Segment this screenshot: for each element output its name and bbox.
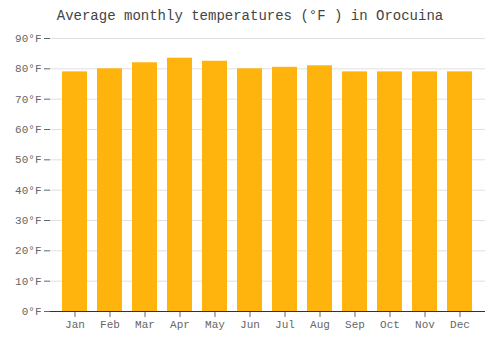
svg-text:10°F: 10°F [15,276,41,288]
svg-text:Oct: Oct [380,319,400,331]
svg-text:Sep: Sep [345,319,365,331]
svg-text:20°F: 20°F [15,245,41,257]
svg-text:Nov: Nov [415,319,435,331]
svg-text:90°F: 90°F [15,33,41,45]
svg-text:Dec: Dec [450,319,470,331]
svg-text:0°F: 0°F [22,306,42,318]
svg-text:Jun: Jun [240,319,260,331]
svg-text:Jul: Jul [275,319,295,331]
svg-text:30°F: 30°F [15,215,41,227]
svg-text:70°F: 70°F [15,94,41,106]
svg-text:60°F: 60°F [15,124,41,136]
html-text:Average monthly temperatures (: Average monthly temperatures (°F ) in Or… [56,8,444,24]
svg-text:Feb: Feb [100,319,120,331]
svg-text:Apr: Apr [170,319,190,331]
svg-text:40°F: 40°F [15,185,41,197]
svg-text:Mar: Mar [135,319,155,331]
svg-text:80°F: 80°F [15,63,41,75]
svg-text:Aug: Aug [310,319,330,331]
svg-text:May: May [205,319,225,331]
svg-text:50°F: 50°F [15,154,41,166]
svg-text:Jan: Jan [65,319,85,331]
